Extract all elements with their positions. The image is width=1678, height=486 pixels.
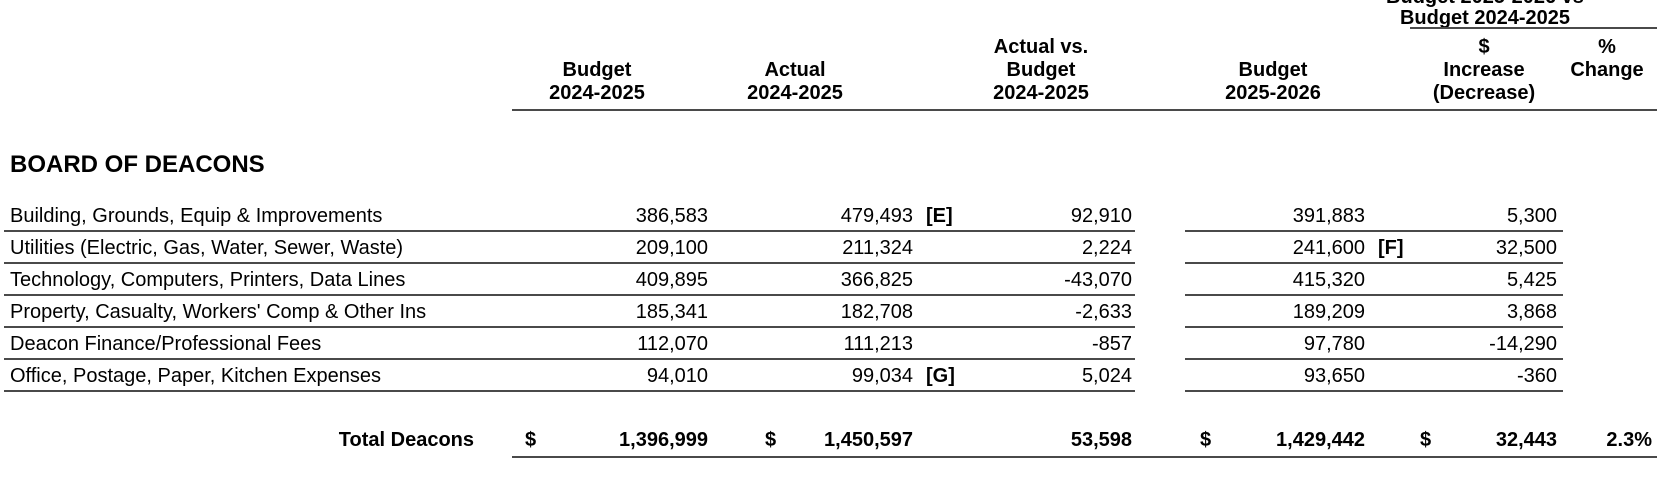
row-label: Deacon Finance/Professional Fees	[10, 333, 322, 355]
cell-actual-2024-2025: 366,825	[840, 269, 913, 291]
cell-actual-2024-2025: 211,324	[842, 237, 913, 259]
row-divider	[4, 358, 1135, 360]
section-title: BOARD OF DEACONS	[10, 151, 265, 178]
cell-dollar-increase: 5,300	[1506, 205, 1557, 227]
row-label: Utilities (Electric, Gas, Water, Sewer, …	[10, 237, 404, 259]
row-divider	[4, 326, 1135, 328]
cell-budget-2025-2026: 415,320	[1292, 269, 1365, 291]
table-row: Property, Casualty, Workers' Comp & Othe…	[0, 296, 1678, 328]
column-header-actual-vs-budget: Actual vs. Budget 2024-2025	[993, 36, 1089, 104]
row-label: Office, Postage, Paper, Kitchen Expenses	[10, 365, 381, 387]
cell-budget-2025-2026: 93,650	[1303, 365, 1365, 387]
row-divider	[4, 262, 1135, 264]
row-divider	[1185, 390, 1563, 392]
dollar-sign: $	[1200, 429, 1212, 451]
column-header-actual-2024-2025: Actual 2024-2025	[747, 59, 843, 104]
cell-budget-2024-2025: 185,341	[635, 301, 708, 323]
total-actual-2024-2025: 1,450,597	[824, 429, 913, 451]
row-divider	[1185, 294, 1563, 296]
cell-actual-vs-budget: 5,024	[1081, 365, 1132, 387]
total-percent-change: 2.3%	[1606, 429, 1652, 451]
group-header-budget-comparison: Budget 2025-2026 vs Budget 2024-2025	[1386, 0, 1584, 29]
cell-dollar-increase: -14,290	[1489, 333, 1557, 355]
total-label: Total Deacons	[338, 429, 474, 451]
cell-actual-vs-budget: -2,633	[1075, 301, 1132, 323]
row-label: Technology, Computers, Printers, Data Li…	[10, 269, 406, 291]
column-header-budget-2025-2026: Budget 2025-2026	[1225, 59, 1321, 104]
table-row: Deacon Finance/Professional Fees 112,070…	[0, 328, 1678, 360]
cell-budget-2024-2025: 409,895	[635, 269, 708, 291]
row-divider	[1185, 326, 1563, 328]
column-header-budget-2024-2025: Budget 2024-2025	[549, 59, 645, 104]
column-header-percent-change: % Change	[1570, 36, 1644, 81]
total-dollar-increase: 32,443	[1495, 429, 1557, 451]
total-underline	[512, 456, 1657, 458]
table-row: Utilities (Electric, Gas, Water, Sewer, …	[0, 232, 1678, 264]
dollar-sign: $	[1420, 429, 1432, 451]
header-underline	[512, 109, 1657, 111]
cell-dollar-increase: 3,868	[1506, 301, 1557, 323]
row-divider	[1185, 230, 1563, 232]
cell-dollar-increase: -360	[1516, 365, 1557, 387]
total-row: Total Deacons $ 1,396,999 $ 1,450,597 53…	[0, 424, 1678, 458]
cell-budget-2024-2025: 94,010	[646, 365, 708, 387]
footnote-ref: [G]	[926, 365, 955, 387]
group-header-underline	[1410, 27, 1657, 29]
table-row: Technology, Computers, Printers, Data Li…	[0, 264, 1678, 296]
cell-budget-2025-2026: 391,883	[1292, 205, 1365, 227]
footnote-ref: [E]	[926, 205, 953, 227]
total-budget-2025-2026: 1,429,442	[1276, 429, 1365, 451]
cell-dollar-increase: 5,425	[1506, 269, 1557, 291]
total-budget-2024-2025: 1,396,999	[619, 429, 708, 451]
cell-budget-2025-2026: 241,600	[1292, 237, 1365, 259]
row-divider	[4, 230, 1135, 232]
footnote-ref: [F]	[1378, 237, 1404, 259]
cell-actual-2024-2025: 479,493	[840, 205, 913, 227]
table-row: Office, Postage, Paper, Kitchen Expenses…	[0, 360, 1678, 392]
cell-budget-2025-2026: 97,780	[1303, 333, 1365, 355]
cell-actual-2024-2025: 111,213	[843, 333, 913, 355]
dollar-sign: $	[525, 429, 537, 451]
cell-actual-vs-budget: -43,070	[1064, 269, 1132, 291]
table-row: Building, Grounds, Equip & Improvements …	[0, 200, 1678, 232]
cell-actual-vs-budget: 92,910	[1070, 205, 1132, 227]
cell-actual-2024-2025: 182,708	[840, 301, 913, 323]
row-label: Building, Grounds, Equip & Improvements	[10, 205, 383, 227]
cell-actual-2024-2025: 99,034	[851, 365, 913, 387]
row-divider	[4, 294, 1135, 296]
dollar-sign: $	[765, 429, 777, 451]
cell-actual-vs-budget: 2,224	[1081, 237, 1132, 259]
row-divider	[1185, 262, 1563, 264]
cell-budget-2024-2025: 112,070	[637, 333, 708, 355]
total-actual-vs-budget: 53,598	[1070, 429, 1132, 451]
cell-actual-vs-budget: -857	[1091, 333, 1132, 355]
cell-budget-2025-2026: 189,209	[1292, 301, 1365, 323]
cell-budget-2024-2025: 386,583	[635, 205, 708, 227]
row-divider	[1185, 358, 1563, 360]
cell-dollar-increase: 32,500	[1495, 237, 1557, 259]
row-label: Property, Casualty, Workers' Comp & Othe…	[10, 301, 427, 323]
cell-budget-2024-2025: 209,100	[635, 237, 708, 259]
row-divider	[4, 390, 1135, 392]
column-header-dollar-increase: $ Increase (Decrease)	[1432, 36, 1536, 104]
